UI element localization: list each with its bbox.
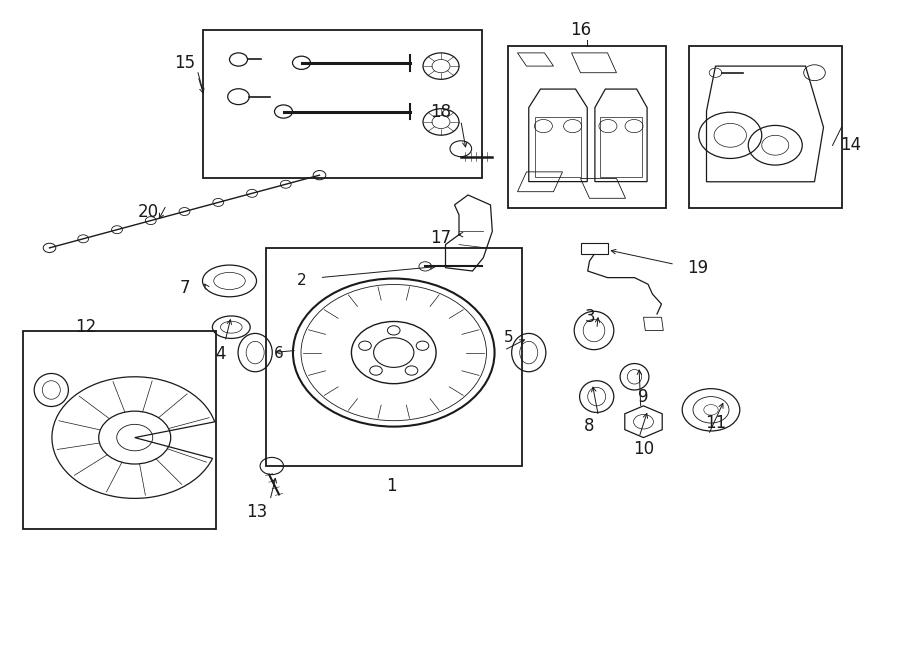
Bar bbox=[535, 117, 581, 177]
Text: 1: 1 bbox=[386, 477, 397, 495]
Text: 2: 2 bbox=[297, 274, 306, 288]
Text: 20: 20 bbox=[138, 202, 159, 221]
Text: 6: 6 bbox=[274, 346, 284, 361]
Bar bbox=[22, 330, 216, 529]
Text: 13: 13 bbox=[246, 503, 267, 522]
Bar bbox=[202, 30, 482, 178]
Text: 3: 3 bbox=[584, 308, 595, 327]
Text: 8: 8 bbox=[584, 417, 595, 436]
Bar bbox=[266, 248, 522, 466]
Text: 15: 15 bbox=[174, 54, 195, 72]
Text: 9: 9 bbox=[638, 387, 649, 406]
Bar bbox=[600, 117, 642, 177]
Text: 17: 17 bbox=[430, 229, 452, 247]
Bar bbox=[508, 46, 666, 208]
Text: 14: 14 bbox=[840, 136, 861, 155]
Bar bbox=[688, 46, 842, 208]
Text: 10: 10 bbox=[633, 440, 654, 459]
Text: 12: 12 bbox=[75, 318, 96, 336]
Text: 4: 4 bbox=[215, 344, 226, 363]
Bar bbox=[580, 243, 608, 254]
Text: 5: 5 bbox=[504, 330, 513, 344]
Text: 19: 19 bbox=[687, 258, 708, 277]
Text: 11: 11 bbox=[705, 414, 726, 432]
Text: 7: 7 bbox=[179, 278, 190, 297]
Text: 18: 18 bbox=[430, 103, 452, 122]
Text: 16: 16 bbox=[570, 20, 591, 39]
